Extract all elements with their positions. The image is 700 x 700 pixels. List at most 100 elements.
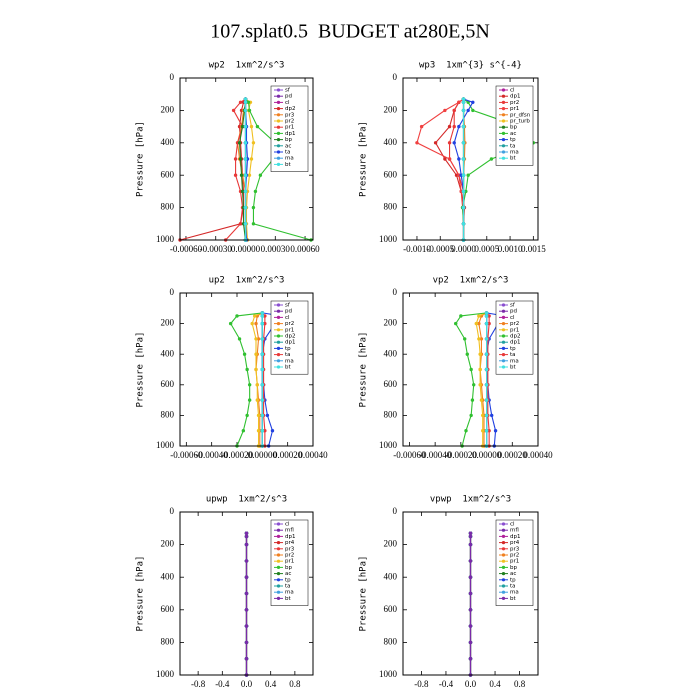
plot-frame [402, 511, 539, 676]
legend-label: pr3 [285, 546, 295, 552]
point [461, 157, 466, 161]
x-tick-label: -0.0010 [403, 244, 431, 254]
legend-label: mfl [285, 528, 294, 534]
point [461, 100, 466, 105]
point [487, 321, 491, 326]
point [489, 157, 494, 161]
point [469, 367, 473, 372]
legend-label: tp [285, 346, 291, 352]
x-tick-label: 0.0005 [474, 244, 499, 254]
point [242, 352, 247, 356]
point [490, 413, 494, 418]
point [461, 205, 466, 210]
legend-marker [501, 131, 506, 135]
y-tick-label: 1000 [379, 440, 398, 450]
point [256, 413, 261, 418]
y-tick-label: 800 [384, 636, 398, 646]
figure-title: 107.splat0.5 BUDGET at280E,5N [210, 21, 490, 43]
y-tick-label: 0 [170, 72, 175, 82]
point [493, 429, 498, 433]
legend-marker [501, 346, 506, 350]
y-tick-label: 1000 [379, 669, 398, 679]
y-tick-label: 0 [393, 72, 398, 82]
point [243, 100, 248, 105]
point [468, 531, 473, 535]
legend-marker [276, 572, 281, 576]
point [247, 398, 252, 402]
legend-label: tp [285, 577, 291, 583]
legend-label: ma [285, 156, 294, 162]
y-tick-label: 1000 [156, 234, 175, 244]
point [255, 383, 259, 387]
x-tick-label: 0.00000 [231, 244, 261, 254]
legend-marker [276, 584, 281, 588]
point [260, 413, 265, 418]
legend-label: cl [510, 88, 515, 94]
legend-label: sf [285, 303, 291, 309]
legend-label: ma [510, 358, 519, 364]
legend-marker [501, 144, 506, 148]
point [452, 124, 456, 129]
point [457, 157, 461, 161]
legend-label: pr4 [285, 540, 295, 546]
point [419, 124, 424, 129]
point [233, 157, 238, 161]
point [484, 383, 489, 387]
point [447, 157, 452, 161]
plot-frame [179, 292, 314, 447]
legend-label: bp [510, 565, 517, 571]
legend-marker [276, 119, 281, 123]
legend-marker [276, 359, 281, 363]
legend-marker [276, 309, 281, 313]
point [244, 559, 249, 563]
x-tick-label: -0.00040 [419, 450, 452, 460]
point [240, 124, 245, 129]
legend-marker [501, 113, 506, 117]
legend-marker [501, 156, 506, 160]
legend-marker [276, 334, 281, 338]
point [255, 398, 259, 402]
y-tick-label: 200 [384, 318, 398, 328]
panel: upwp 1xm^2/s^3 Pressure [hPa] -0.8 -0.4 0.0 0… [136, 495, 314, 689]
point [243, 189, 248, 194]
legend-label: bt [510, 365, 516, 371]
y-tick-label: 200 [161, 318, 175, 328]
point [251, 205, 256, 210]
point [487, 429, 491, 433]
point [461, 189, 466, 194]
point [471, 108, 475, 113]
point [477, 314, 481, 318]
point [484, 429, 489, 433]
legend-marker [276, 100, 281, 104]
legend-marker [501, 596, 506, 601]
x-tick-label: 0.4 [489, 679, 501, 689]
point [484, 398, 489, 402]
point [459, 173, 463, 177]
x-tick-label: -0.00030 [200, 244, 233, 254]
legend-label: ac [285, 143, 291, 149]
legend-marker [501, 322, 506, 326]
legend-label: pr1 [510, 327, 519, 333]
legend-marker [276, 94, 281, 98]
legend-marker [276, 565, 281, 570]
legend-marker [276, 559, 281, 563]
point [443, 157, 447, 161]
point [253, 314, 257, 318]
point [255, 124, 260, 129]
point [457, 124, 461, 129]
point [472, 383, 476, 387]
legend-label: pr3 [285, 112, 295, 118]
point [246, 100, 251, 105]
point [260, 398, 265, 402]
x-tick-label: -0.4 [439, 679, 454, 689]
x-tick-label: 0.0015 [521, 244, 546, 254]
legend-marker [276, 162, 281, 166]
point [479, 337, 484, 341]
panel: wp2 1xm^2/s^3 Pressure [hPa] -0.00060-0.00… [136, 61, 321, 255]
point [251, 141, 256, 145]
legend-label: tp [510, 137, 516, 143]
legend-label: sf [285, 88, 291, 94]
legend-label: tp [510, 346, 516, 352]
